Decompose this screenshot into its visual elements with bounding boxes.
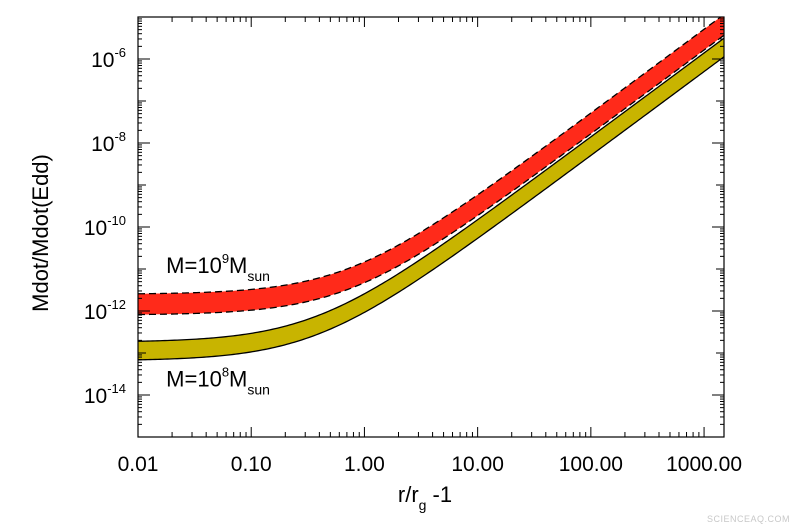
watermark-text: SCIENCEAQ.COM — [707, 514, 790, 524]
series-edge-upper-0 — [138, 17, 722, 295]
x-tick-label: 100.00 — [559, 453, 623, 476]
y-tick-label: 10-10 — [84, 213, 126, 240]
annotations: M=109Msun M=108Msun — [166, 251, 270, 397]
x-tick-labels: 0.01 0.10 1.00 10.00 100.00 1000.00 — [118, 453, 742, 476]
x-tick-label: 0.01 — [118, 453, 159, 476]
x-axis-title-sub: g — [419, 497, 427, 513]
y-tick-labels: 10-6 10-8 10-10 10-12 10-14 — [84, 45, 126, 408]
x-axis-title: r/rg -1 — [398, 482, 452, 513]
series-edge-lower-1 — [138, 56, 724, 361]
y-tick-label: 10-6 — [91, 45, 126, 72]
x-tick-label: 1.00 — [344, 453, 385, 476]
series-annotation-0: M=109Msun — [166, 251, 270, 284]
series-edge-lower-0 — [138, 34, 724, 316]
x-axis-title-tail: -1 — [426, 482, 452, 507]
series-edge-upper-1 — [138, 37, 724, 342]
series-annotation-1: M=108Msun — [166, 364, 270, 397]
ticks-layer — [137, 16, 724, 438]
y-tick-label: 10-8 — [91, 129, 126, 156]
series-layer — [138, 17, 724, 361]
y-tick-label: 10-12 — [84, 297, 126, 324]
y-tick-label: 10-14 — [84, 381, 126, 408]
x-tick-label: 0.10 — [231, 453, 272, 476]
x-tick-label: 10.00 — [451, 453, 504, 476]
y-axis-title: Mdot/Mdot(Edd) — [28, 154, 53, 312]
x-axis-title-main: r/r — [398, 482, 419, 507]
plot-area — [137, 16, 725, 438]
x-tick-label: 1000.00 — [666, 453, 742, 476]
